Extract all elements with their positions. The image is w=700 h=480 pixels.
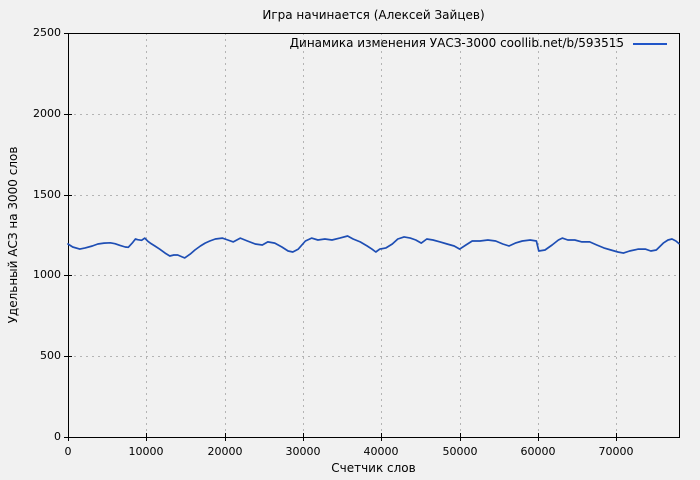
y-tick-label: 2000 <box>33 107 61 120</box>
y-tick-label: 2500 <box>33 26 61 39</box>
y-axis-title: Удельный АСЗ на 3000 слов <box>6 146 20 324</box>
y-tick-label: 500 <box>40 349 61 362</box>
y-tick-label: 0 <box>54 430 61 443</box>
x-tick-label: 60000 <box>520 445 556 458</box>
x-tick-label: 10000 <box>128 445 164 458</box>
x-tick-label: 70000 <box>598 445 634 458</box>
y-tick-label: 1000 <box>33 268 61 281</box>
chart-title: Игра начинается (Алексей Зайцев) <box>262 8 485 22</box>
x-tick-label: 20000 <box>207 445 243 458</box>
x-tick-label: 0 <box>64 445 72 458</box>
plot-border <box>68 33 680 438</box>
y-tick-label: 1500 <box>33 188 61 201</box>
legend: Динамика изменения УАСЗ-3000 coollib.net… <box>290 37 667 50</box>
x-tick-label: 50000 <box>442 445 478 458</box>
legend-label: Динамика изменения УАСЗ-3000 coollib.net… <box>289 36 624 50</box>
series-line <box>67 235 680 259</box>
x-tick-label: 40000 <box>363 445 399 458</box>
legend-line-sample <box>633 42 667 45</box>
x-axis-title: Счетчик слов <box>331 461 416 475</box>
x-tick-label: 30000 <box>285 445 321 458</box>
